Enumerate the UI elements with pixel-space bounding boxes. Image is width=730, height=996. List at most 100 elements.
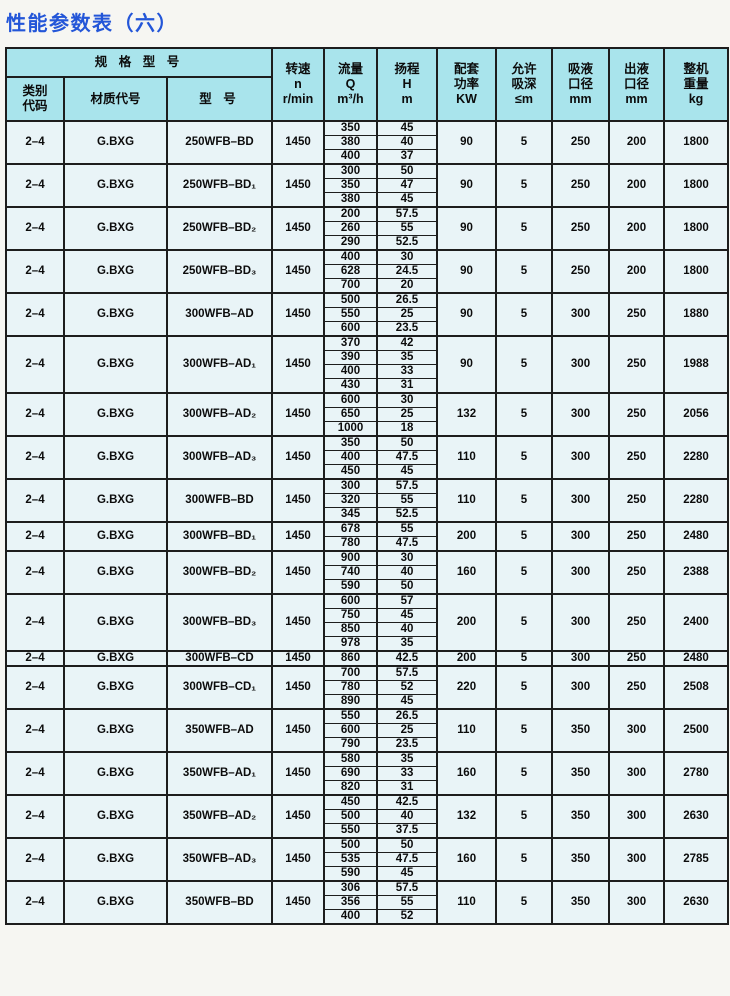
cell-flow: 500 bbox=[323, 837, 378, 853]
table-subrow: 780 47.5 bbox=[6, 536, 728, 552]
cell-speed: 1450 bbox=[271, 708, 325, 753]
table-subrow: 600 25 bbox=[6, 723, 728, 738]
cell-flow: 380 bbox=[323, 135, 378, 150]
cell-suction-depth: 5 bbox=[495, 665, 553, 710]
cell-material-code: G.BXG bbox=[63, 163, 168, 208]
table-row: 2–4 G.BXG 250WFB–BD₃ 1450 400 30 90 5 250 200 1800 bbox=[5, 249, 729, 294]
header-flow: 流量 Q m³/h bbox=[323, 47, 378, 122]
cell-power: 200 bbox=[436, 521, 497, 552]
cell-material-code: G.BXG bbox=[63, 751, 168, 796]
cell-suction-depth: 5 bbox=[495, 751, 553, 796]
table-subrow: 400 52 bbox=[6, 909, 728, 925]
cell-flow: 1000 bbox=[323, 421, 378, 437]
cell-outlet-diameter: 200 bbox=[608, 163, 665, 208]
cell-head: 31 bbox=[376, 780, 438, 796]
cell-head: 45 bbox=[376, 192, 438, 208]
table-row: 2–4 G.BXG 300WFB–AD₂ 1450 600 30 132 5 300 250 205… bbox=[5, 392, 729, 437]
cell-outlet-diameter: 300 bbox=[608, 794, 665, 839]
cell-inlet-diameter: 350 bbox=[551, 708, 610, 753]
cell-flow: 350 bbox=[323, 435, 378, 451]
cell-inlet-diameter: 300 bbox=[551, 335, 610, 394]
cell-material-code: G.BXG bbox=[63, 550, 168, 595]
cell-speed: 1450 bbox=[271, 392, 325, 437]
cell-outlet-diameter: 300 bbox=[608, 880, 665, 925]
cell-head: 25 bbox=[376, 307, 438, 322]
cell-inlet-diameter: 300 bbox=[551, 478, 610, 523]
table-subrow: 650 25 bbox=[6, 407, 728, 422]
cell-model: 350WFB–BD bbox=[166, 880, 273, 925]
cell-flow: 370 bbox=[323, 335, 378, 351]
cell-head: 26.5 bbox=[376, 708, 438, 724]
cell-outlet-diameter: 250 bbox=[608, 550, 665, 595]
cell-speed: 1450 bbox=[271, 521, 325, 552]
table-row: 2–4 G.BXG 350WFB–BD 1450 306 57.5 110 5 350 300 26… bbox=[5, 880, 729, 925]
cell-material-code: G.BXG bbox=[63, 593, 168, 652]
cell-speed: 1450 bbox=[271, 435, 325, 480]
cell-head: 45 bbox=[376, 608, 438, 623]
header-inlet-diameter: 吸液 口径 mm bbox=[551, 47, 610, 122]
cell-model: 250WFB–BD₂ bbox=[166, 206, 273, 251]
cell-inlet-diameter: 300 bbox=[551, 435, 610, 480]
header-material-code: 材质代号 bbox=[63, 76, 168, 122]
table-subrow: 600 23.5 bbox=[6, 321, 728, 337]
cell-flow: 400 bbox=[323, 249, 378, 265]
cell-flow: 590 bbox=[323, 579, 378, 595]
table-row: 2–4 G.BXG 300WFB–AD₃ 1450 350 50 110 5 300 250 228… bbox=[5, 435, 729, 480]
cell-head: 42.5 bbox=[376, 794, 438, 810]
table-subrow: 380 40 bbox=[6, 135, 728, 150]
cell-weight: 2630 bbox=[663, 880, 729, 925]
cell-power: 160 bbox=[436, 751, 497, 796]
table-row: 2–4 G.BXG 300WFB–BD₃ 1450 600 57 200 5 300 250 240… bbox=[5, 593, 729, 652]
cell-suction-depth: 5 bbox=[495, 120, 553, 165]
cell-head: 37.5 bbox=[376, 823, 438, 839]
header-outlet-diameter: 出液 口径 mm bbox=[608, 47, 665, 122]
cell-flow: 200 bbox=[323, 206, 378, 222]
cell-inlet-diameter: 300 bbox=[551, 392, 610, 437]
cell-suction-depth: 5 bbox=[495, 292, 553, 337]
cell-material-code: G.BXG bbox=[63, 478, 168, 523]
cell-outlet-diameter: 250 bbox=[608, 392, 665, 437]
cell-power: 90 bbox=[436, 292, 497, 337]
cell-speed: 1450 bbox=[271, 751, 325, 796]
table-subrow: 345 52.5 bbox=[6, 507, 728, 523]
cell-outlet-diameter: 200 bbox=[608, 120, 665, 165]
cell-speed: 1450 bbox=[271, 292, 325, 337]
cell-flow: 400 bbox=[323, 909, 378, 925]
cell-flow: 390 bbox=[323, 350, 378, 365]
cell-flow: 600 bbox=[323, 593, 378, 609]
cell-head: 33 bbox=[376, 766, 438, 781]
cell-flow: 380 bbox=[323, 192, 378, 208]
cell-material-code: G.BXG bbox=[63, 665, 168, 710]
cell-flow: 400 bbox=[323, 149, 378, 165]
cell-suction-depth: 5 bbox=[495, 163, 553, 208]
table-row: 2–4 G.BXG 350WFB–AD₁ 1450 580 35 160 5 350 300 278… bbox=[5, 751, 729, 796]
header-spec-group: 规 格 型 号 bbox=[5, 47, 273, 78]
cell-flow: 430 bbox=[323, 378, 378, 394]
cell-speed: 1450 bbox=[271, 120, 325, 165]
cell-power: 132 bbox=[436, 794, 497, 839]
cell-flow: 600 bbox=[323, 723, 378, 738]
cell-head: 47.5 bbox=[376, 536, 438, 552]
table-row: 2–4 G.BXG 300WFB–BD₁ 1450 678 55 200 5 300 250 248… bbox=[5, 521, 729, 552]
table-row: 2–4 G.BXG 300WFB–AD 1450 500 26.5 90 5 300 250 188… bbox=[5, 292, 729, 337]
cell-model: 300WFB–CD₁ bbox=[166, 665, 273, 710]
cell-suction-depth: 5 bbox=[495, 593, 553, 652]
cell-weight: 2480 bbox=[663, 521, 729, 552]
table-subrow: 290 52.5 bbox=[6, 235, 728, 251]
cell-weight: 1800 bbox=[663, 249, 729, 294]
cell-material-code: G.BXG bbox=[63, 521, 168, 552]
cell-head: 35 bbox=[376, 350, 438, 365]
cell-head: 40 bbox=[376, 622, 438, 637]
cell-outlet-diameter: 250 bbox=[608, 665, 665, 710]
cell-weight: 2280 bbox=[663, 478, 729, 523]
cell-inlet-diameter: 300 bbox=[551, 665, 610, 710]
cell-power: 220 bbox=[436, 665, 497, 710]
cell-outlet-diameter: 250 bbox=[608, 292, 665, 337]
cell-inlet-diameter: 250 bbox=[551, 249, 610, 294]
cell-flow: 550 bbox=[323, 307, 378, 322]
cell-suction-depth: 5 bbox=[495, 249, 553, 294]
cell-flow: 500 bbox=[323, 809, 378, 824]
table-row: 2–4 G.BXG 300WFB–CD 1450 860 42.5 200 5 300 250 24… bbox=[5, 650, 729, 667]
cell-flow: 600 bbox=[323, 321, 378, 337]
cell-outlet-diameter: 250 bbox=[608, 478, 665, 523]
